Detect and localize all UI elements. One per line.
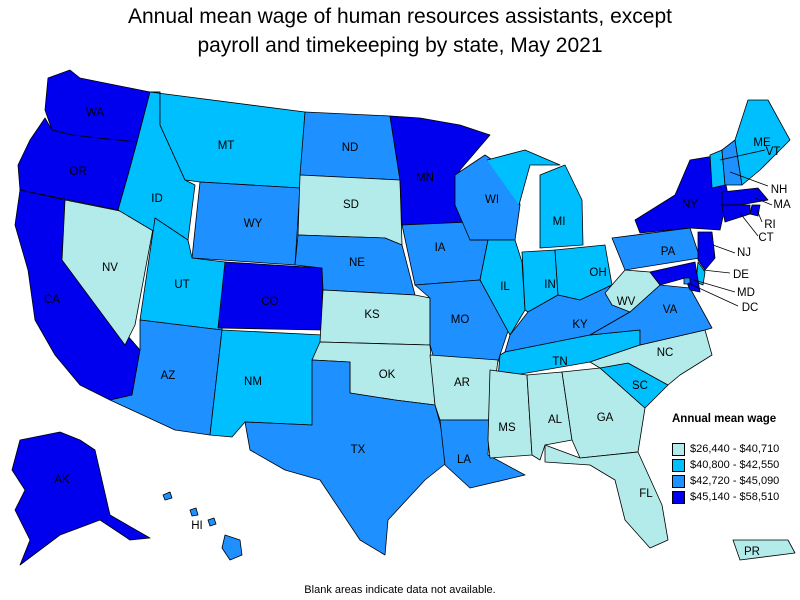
label-leader-lines xyxy=(687,149,773,307)
state-label-mi: MI xyxy=(553,216,566,228)
footnote: Blank areas indicate data not available. xyxy=(304,584,496,596)
state-pr xyxy=(732,539,796,561)
state-label-ak: AK xyxy=(54,474,70,486)
state-label-wy: WY xyxy=(244,218,263,230)
state-label-ks: KS xyxy=(364,309,380,321)
state-label-vt: VT xyxy=(766,146,781,158)
state-label-wa: WA xyxy=(86,107,104,119)
state-nm xyxy=(209,329,324,438)
state-label-nd: ND xyxy=(342,142,359,154)
state-label-il: IL xyxy=(500,281,510,293)
leader-line xyxy=(693,279,736,293)
map-title-line-2: payroll and timekeeping by state, May 20… xyxy=(197,34,603,57)
state-label-me: ME xyxy=(753,137,771,149)
leader-line xyxy=(712,244,736,254)
legend-swatch xyxy=(672,474,685,488)
map-title: Annual mean wage of human resources assi… xyxy=(0,2,800,60)
legend-item: $40,800 - $42,550 xyxy=(672,457,779,473)
state-label-ky: KY xyxy=(572,319,588,331)
map-title-line-1: Annual mean wage of human resources assi… xyxy=(128,5,672,28)
legend-item: $42,720 - $45,090 xyxy=(672,473,779,489)
state-ms xyxy=(487,369,533,459)
state-label-id: ID xyxy=(151,193,163,205)
state-label-az: AZ xyxy=(161,370,176,382)
leader-line xyxy=(739,212,759,237)
state-label-nm: NM xyxy=(244,376,262,388)
state-label-ar: AR xyxy=(454,377,470,389)
state-label-ca: CA xyxy=(44,294,60,306)
state-ak xyxy=(11,431,151,566)
state-label-pa: PA xyxy=(661,246,676,258)
state-label-or: OR xyxy=(69,166,86,178)
state-wa xyxy=(44,69,151,143)
state-label-ms: MS xyxy=(498,422,516,434)
leader-line xyxy=(702,269,731,274)
state-il xyxy=(469,239,526,336)
legend-label: $45,140 - $58,510 xyxy=(690,491,780,503)
state-label-tx: TX xyxy=(351,444,366,456)
state-label-pr: PR xyxy=(744,546,760,558)
state-me xyxy=(734,99,791,186)
state-label-md: MD xyxy=(737,287,755,299)
state-label-mo: MO xyxy=(451,314,470,326)
leader-line xyxy=(687,282,739,307)
state-label-al: AL xyxy=(548,414,563,426)
state-label-co: CO xyxy=(261,296,278,308)
state-tx xyxy=(244,359,451,556)
state-label-dc: DC xyxy=(742,302,759,314)
state-label-ut: UT xyxy=(174,279,189,291)
state-ri xyxy=(749,204,761,217)
state-label-ok: OK xyxy=(379,369,396,381)
state-shapes xyxy=(11,69,796,566)
legend-swatch xyxy=(672,442,685,456)
state-label-va: VA xyxy=(663,304,678,316)
leader-line xyxy=(729,171,769,187)
state-ct xyxy=(721,204,751,223)
legend-label: $42,720 - $45,090 xyxy=(690,475,780,487)
state-label-la: LA xyxy=(457,454,471,466)
state-label-mn: MN xyxy=(416,172,434,184)
state-label-nh: NH xyxy=(771,184,788,196)
state-ma xyxy=(721,187,769,206)
state-label-nv: NV xyxy=(102,262,118,274)
state-label-ne: NE xyxy=(349,257,365,269)
state-label-oh: OH xyxy=(589,267,606,279)
state-label-ri: RI xyxy=(764,219,776,231)
legend-label: $26,440 - $40,710 xyxy=(690,443,780,455)
state-label-sd: SD xyxy=(343,199,359,211)
state-md xyxy=(649,261,701,293)
state-label-fl: FL xyxy=(639,488,653,500)
state-label-ct: CT xyxy=(758,232,773,244)
legend-item: $26,440 - $40,710 xyxy=(672,441,779,457)
legend-label: $40,800 - $42,550 xyxy=(690,459,780,471)
state-label-ny: NY xyxy=(682,199,698,211)
state-label-wi: WI xyxy=(485,194,499,206)
state-label-wv: WV xyxy=(617,296,636,308)
state-fl xyxy=(544,444,669,549)
state-label-mt: MT xyxy=(218,140,235,152)
state-label-ma: MA xyxy=(773,199,791,211)
state-label-nc: NC xyxy=(657,347,674,359)
state-hi xyxy=(162,491,243,561)
state-label-tn: TN xyxy=(552,356,567,368)
leader-line xyxy=(754,197,773,206)
legend: Annual mean wage $26,440 - $40,710 $40,8… xyxy=(672,413,779,505)
state-label-nj: NJ xyxy=(737,247,751,259)
legend-swatch xyxy=(672,458,685,472)
leader-line xyxy=(756,209,763,223)
legend-title: Annual mean wage xyxy=(672,413,777,425)
legend-swatch xyxy=(672,490,685,504)
state-labels: WA OR CA NV ID MT WY UT AZ CO NM ND SD NE KS OK TX MN IA MO… xyxy=(44,107,791,558)
state-label-hi: HI xyxy=(191,520,203,532)
leader-line xyxy=(719,149,766,161)
state-label-in: IN xyxy=(544,279,556,291)
state-mi xyxy=(486,149,584,249)
state-label-de: DE xyxy=(733,269,749,281)
legend-item: $45,140 - $58,510 xyxy=(672,489,779,505)
state-label-ia: IA xyxy=(435,242,446,254)
state-nj xyxy=(697,231,716,271)
state-label-ga: GA xyxy=(597,412,614,424)
state-label-sc: SC xyxy=(632,380,648,392)
